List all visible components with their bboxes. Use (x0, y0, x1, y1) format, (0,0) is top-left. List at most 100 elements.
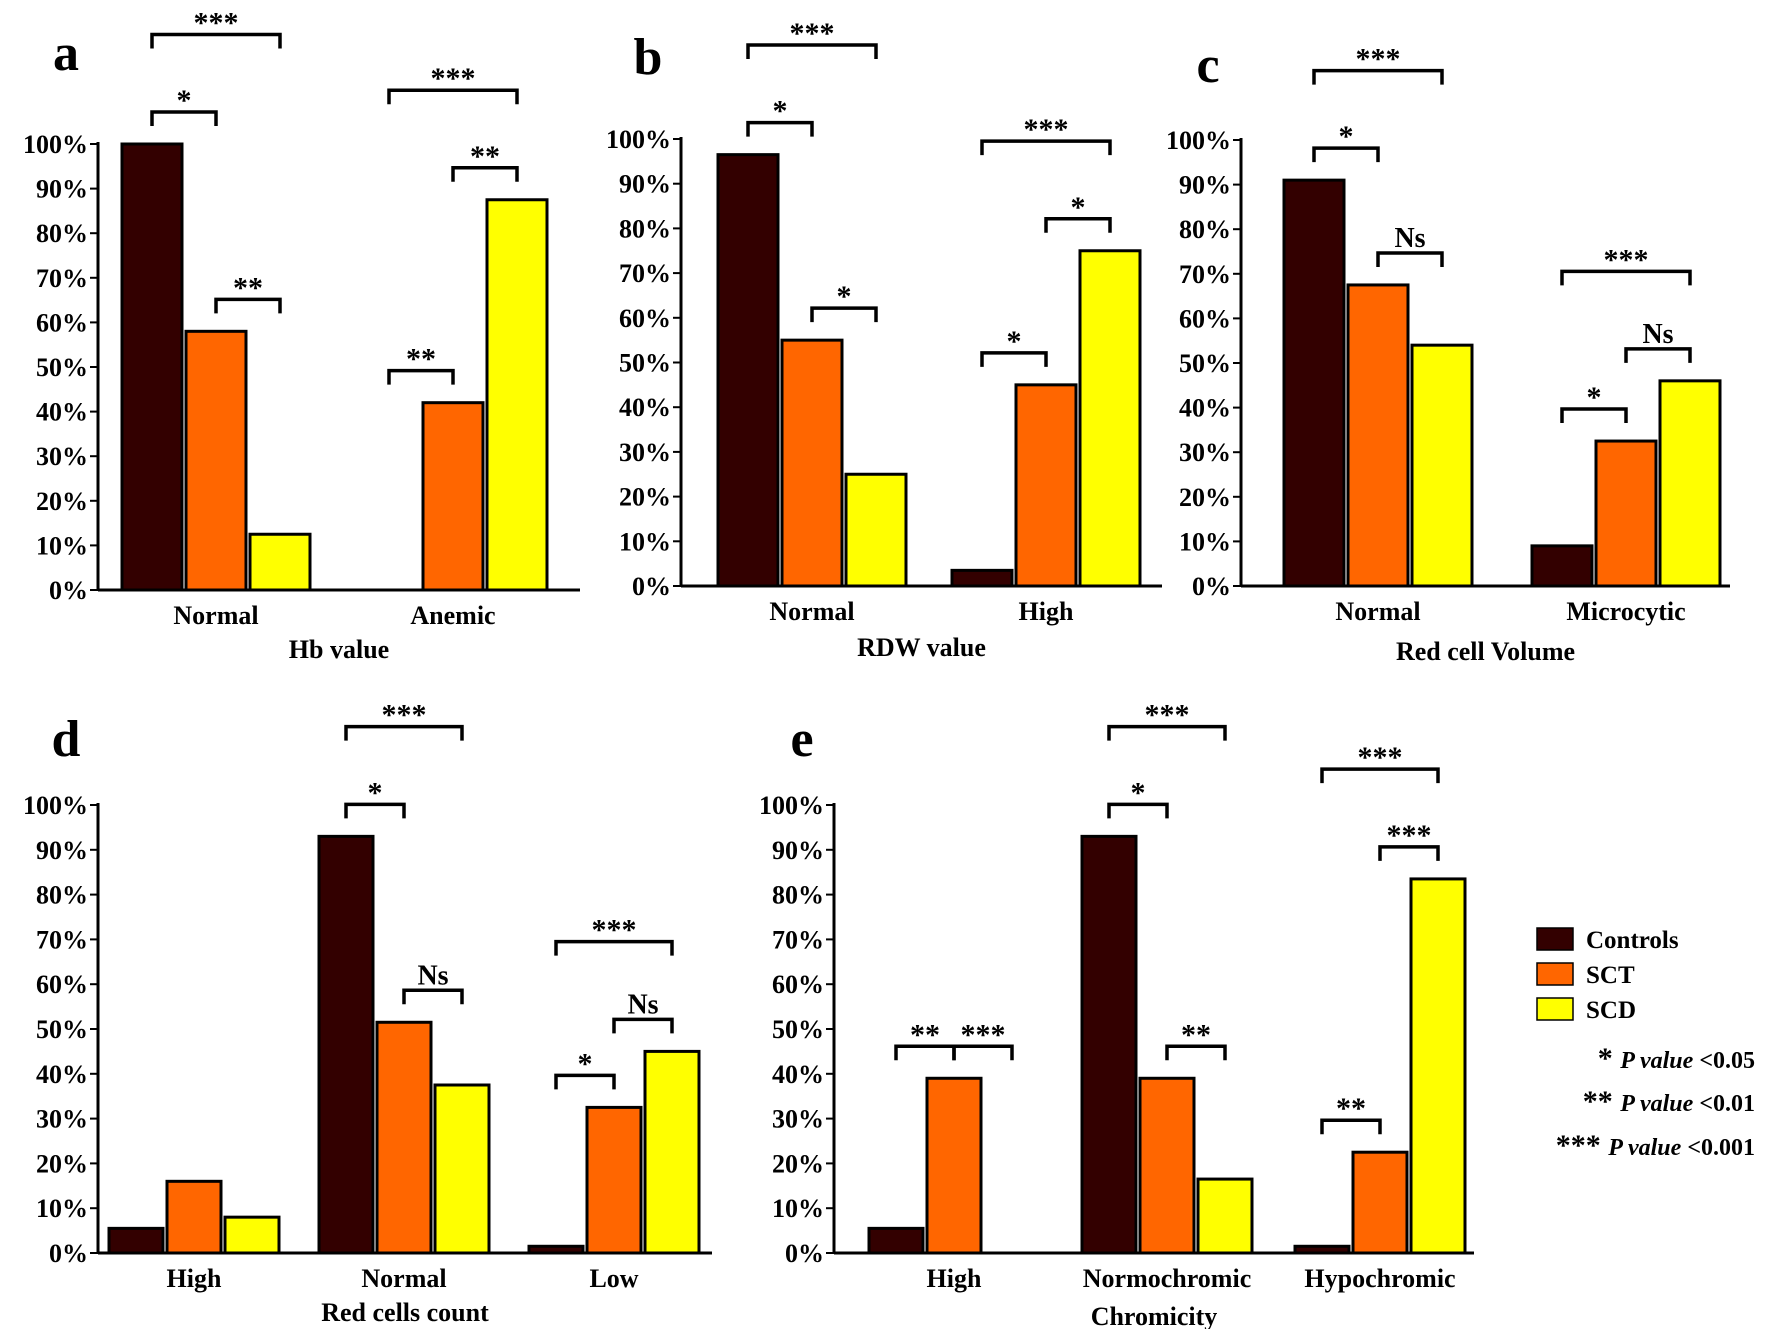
bar-controls-normal (1282, 178, 1346, 588)
significance-bracket (344, 724, 464, 741)
legend-stars: ** (1583, 1085, 1621, 1118)
bar-sct-normal (375, 1020, 433, 1255)
significance-bracket (1320, 1118, 1382, 1135)
y-tick-label: 30% (772, 1105, 824, 1134)
significance-label: Ns (1394, 223, 1425, 254)
bar-sct-high (1014, 383, 1078, 588)
bar-scd-normal (248, 532, 312, 592)
significance-label: ** (1181, 1018, 1211, 1051)
y-tick-label: 100% (606, 125, 671, 154)
significance-label: * (578, 1047, 593, 1080)
y-tick-label: 40% (772, 1060, 824, 1089)
x-axis-title: Red cells count (321, 1298, 489, 1327)
x-axis-title: Red cell Volume (1396, 637, 1575, 666)
y-tick-label: 20% (36, 487, 88, 516)
significance-label: *** (1358, 741, 1403, 774)
y-tick-label: 70% (36, 264, 88, 293)
significance-bracket (554, 939, 674, 956)
bar-controls-normal (317, 834, 375, 1255)
bar-scd-hypochromic (1409, 877, 1467, 1255)
significance-label: *** (1024, 113, 1069, 146)
bar-scd-high (223, 1215, 281, 1255)
y-tick-label: 70% (619, 259, 671, 288)
bar-sct-normochromic (1138, 1076, 1196, 1255)
significance-label: Ns (1642, 319, 1673, 350)
y-tick-label: 40% (36, 398, 88, 427)
significance-label: *** (961, 1018, 1006, 1051)
significance-label: ** (470, 140, 500, 173)
significance-bracket (1560, 407, 1628, 424)
bar-sct-microcytic (1594, 439, 1658, 588)
y-tick-label: 10% (36, 531, 88, 560)
category-label: High (1019, 597, 1074, 626)
bar-scd-normal (1410, 343, 1474, 588)
legend-pvalue-note: * P value <0.05 (1598, 1042, 1755, 1075)
significance-label: ** (233, 271, 263, 304)
significance-label: * (1007, 325, 1022, 358)
significance-label: *** (1387, 819, 1432, 852)
legend-pvalue-note: *** P value <0.001 (1556, 1129, 1755, 1162)
bar-sct-high (925, 1076, 983, 1255)
significance-label: ** (406, 343, 436, 376)
significance-bracket (387, 368, 455, 385)
panel-c: c 0% 10% 20% 30% 40% 50% 60% 70% 80% 90% 100% Normal… (1166, 37, 1730, 666)
legend-pvalue-label: P value (1619, 1048, 1693, 1074)
significance-label: *** (1604, 243, 1649, 276)
y-tick-label: 100% (23, 791, 88, 820)
y-tick-label: 30% (1179, 438, 1231, 467)
y-tick-label: 70% (36, 925, 88, 954)
legend-label: SCD (1586, 997, 1636, 1024)
bar-scd-anemic (485, 198, 549, 592)
significance-bracket (402, 988, 464, 1005)
y-tick-label: 50% (772, 1015, 824, 1044)
panel-letter: a (53, 25, 79, 82)
legend-stars: * (1598, 1042, 1621, 1075)
significance-bracket (1312, 68, 1444, 85)
category-label: Low (589, 1264, 638, 1293)
bar-scd-normal (844, 472, 908, 588)
significance-bracket (952, 1044, 1014, 1061)
panel-letter: b (634, 29, 663, 86)
y-tick-label: 80% (772, 881, 824, 910)
panel-letter: e (790, 711, 813, 768)
y-tick-label: 50% (36, 1015, 88, 1044)
category-label: High (167, 1264, 222, 1293)
panel-letter: d (52, 711, 81, 768)
significance-bracket (1320, 767, 1440, 784)
legend-swatch-scd (1536, 997, 1574, 1021)
y-tick-label: 100% (1166, 126, 1231, 155)
significance-bracket (980, 351, 1048, 367)
legend-stars: *** (1556, 1129, 1609, 1162)
y-tick-label: 10% (1179, 527, 1231, 556)
y-tick-label: 40% (619, 393, 671, 422)
y-tick-label: 80% (619, 214, 671, 243)
significance-bracket (1376, 251, 1444, 267)
category-label: Normal (173, 601, 258, 630)
y-tick-label: 0% (49, 576, 88, 605)
y-tick-label: 0% (785, 1239, 824, 1268)
y-tick-label: 0% (49, 1239, 88, 1268)
bar-scd-high (1078, 249, 1142, 588)
y-tick-label: 60% (36, 308, 88, 337)
y-tick-label: 20% (1179, 483, 1231, 512)
y-tick-label: 100% (23, 130, 88, 159)
y-tick-label: 80% (36, 881, 88, 910)
significance-bracket (451, 166, 519, 182)
category-label: High (927, 1264, 982, 1293)
bar-controls-high (107, 1226, 165, 1255)
significance-label: * (177, 84, 192, 117)
significance-bracket (150, 110, 218, 126)
significance-bracket (1107, 802, 1169, 819)
legend-pvalue-threshold: <0.01 (1693, 1091, 1755, 1117)
legend-pvalue-threshold: <0.001 (1681, 1135, 1755, 1161)
y-tick-label: 80% (1179, 215, 1231, 244)
category-label: Hypochromic (1304, 1264, 1455, 1293)
x-axis-title: Hb value (289, 635, 389, 664)
significance-label: ** (910, 1018, 940, 1051)
significance-label: * (368, 776, 383, 809)
y-tick-label: 40% (1179, 394, 1231, 423)
y-tick-label: 10% (619, 527, 671, 556)
y-tick-label: 50% (36, 353, 88, 382)
x-axis-title: RDW value (857, 633, 986, 662)
